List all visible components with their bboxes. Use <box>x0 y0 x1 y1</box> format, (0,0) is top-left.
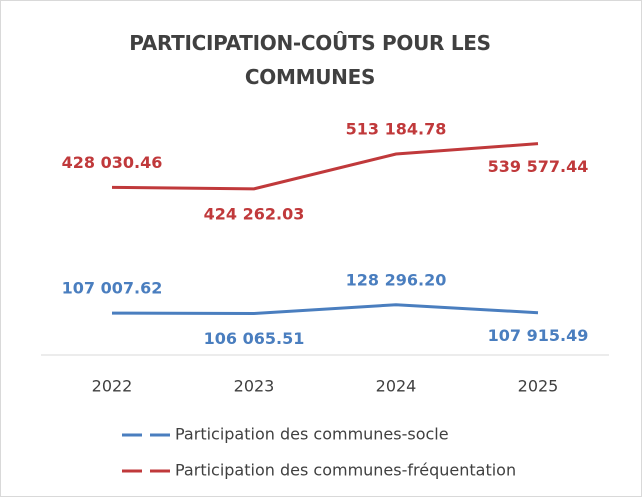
data-label: 513 184.78 <box>346 120 447 139</box>
x-tick-label: 2022 <box>92 377 133 396</box>
x-tick-label: 2023 <box>234 377 275 396</box>
series-line <box>111 142 539 191</box>
data-label: 128 296.20 <box>346 270 447 289</box>
data-label: 539 577.44 <box>488 157 589 176</box>
label-mask <box>336 116 456 145</box>
legend-label: Participation des communes-socle <box>175 425 449 444</box>
label-mask <box>478 322 598 351</box>
label-mask <box>336 266 456 295</box>
data-label: 106 065.51 <box>204 329 305 348</box>
label-mask <box>52 275 172 304</box>
series-line <box>111 303 539 315</box>
legend-label: Participation des communes-fréquentation <box>175 461 516 480</box>
x-tick-label: 2025 <box>518 377 559 396</box>
chart-title: PARTICIPATION-COÛTS POUR LES COMMUNES <box>129 31 491 89</box>
data-label: 107 915.49 <box>488 326 589 345</box>
x-tick-label: 2024 <box>376 377 417 396</box>
data-label: 424 262.03 <box>204 204 305 223</box>
label-mask <box>478 153 598 182</box>
label-mask <box>52 149 172 178</box>
label-mask <box>194 325 314 354</box>
data-label: 428 030.46 <box>62 153 163 172</box>
label-mask <box>194 200 314 229</box>
data-label: 107 007.62 <box>62 279 163 298</box>
